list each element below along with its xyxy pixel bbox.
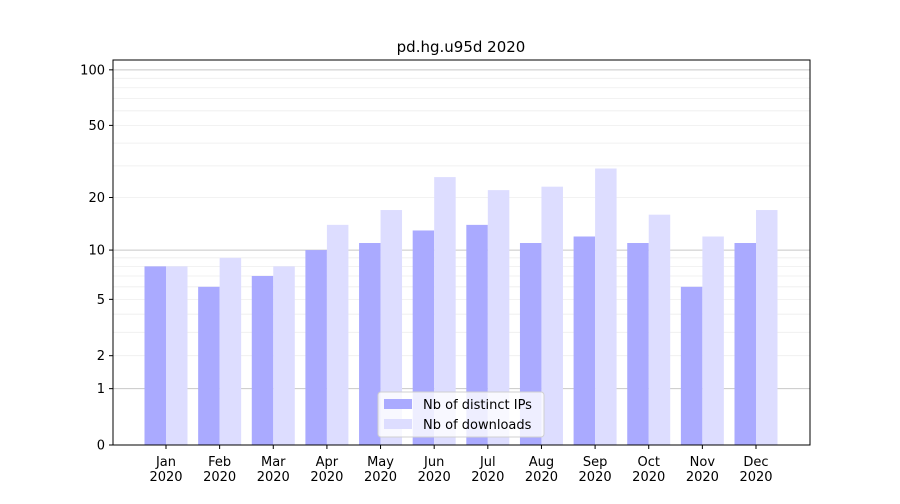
- bar-downloads: [648, 214, 671, 445]
- y-tick-label: 10: [88, 244, 105, 259]
- bar-downloads: [434, 177, 456, 445]
- bar-downloads: [487, 190, 510, 445]
- legend-swatch: [384, 399, 412, 409]
- bar-downloads: [380, 210, 403, 445]
- bar-downloads: [756, 210, 778, 445]
- bar-ips: [305, 250, 327, 445]
- y-tick-label: 2: [97, 349, 105, 364]
- bar-ips: [573, 236, 596, 445]
- bar-ips: [412, 230, 435, 445]
- bar-downloads: [326, 224, 349, 445]
- bar-ips: [734, 243, 756, 445]
- bar-ips: [359, 243, 381, 445]
- bar-downloads: [166, 266, 188, 445]
- bar-downloads: [273, 266, 295, 445]
- x-tick-label: Apr 2020: [310, 455, 343, 485]
- x-tick-label: Oct 2020: [632, 455, 665, 485]
- bar-downloads: [219, 257, 242, 445]
- x-tick-label: Aug 2020: [525, 455, 558, 485]
- x-tick-label: Feb 2020: [203, 455, 236, 485]
- x-tick-label: Dec 2020: [739, 455, 772, 485]
- legend-label: Nb of downloads: [423, 418, 532, 433]
- x-tick-label: Mar 2020: [257, 455, 290, 485]
- plot-frame: [112, 59, 811, 446]
- chart-title: pd.hg.u95d 2020: [397, 38, 526, 56]
- bar-ips: [144, 266, 166, 445]
- x-tick-label: Jun 2020: [418, 455, 451, 485]
- y-tick-label: 0: [97, 439, 105, 454]
- y-tick-label: 100: [80, 63, 105, 78]
- bar-ips: [198, 286, 220, 445]
- bar-downloads: [595, 168, 617, 445]
- bar-ips: [251, 275, 274, 445]
- bar-downloads: [541, 186, 563, 446]
- x-tick-label: Jan 2020: [149, 455, 182, 485]
- legend-swatch: [384, 419, 412, 429]
- bar-downloads: [702, 236, 724, 445]
- bar-ips: [466, 224, 488, 445]
- x-tick-label: Jul 2020: [471, 455, 504, 485]
- x-tick-label: May 2020: [364, 455, 397, 485]
- x-tick-label: Nov 2020: [686, 455, 719, 485]
- y-tick-label: 50: [88, 119, 105, 134]
- x-tick-label: Sep 2020: [579, 455, 612, 485]
- bar-ips: [680, 286, 703, 445]
- y-tick-label: 20: [88, 191, 105, 206]
- y-tick-label: 1: [97, 382, 105, 397]
- legend: [377, 391, 545, 438]
- legend-label: Nb of distinct IPs: [423, 398, 532, 413]
- bar-ips: [627, 243, 649, 445]
- y-tick-label: 5: [97, 293, 105, 308]
